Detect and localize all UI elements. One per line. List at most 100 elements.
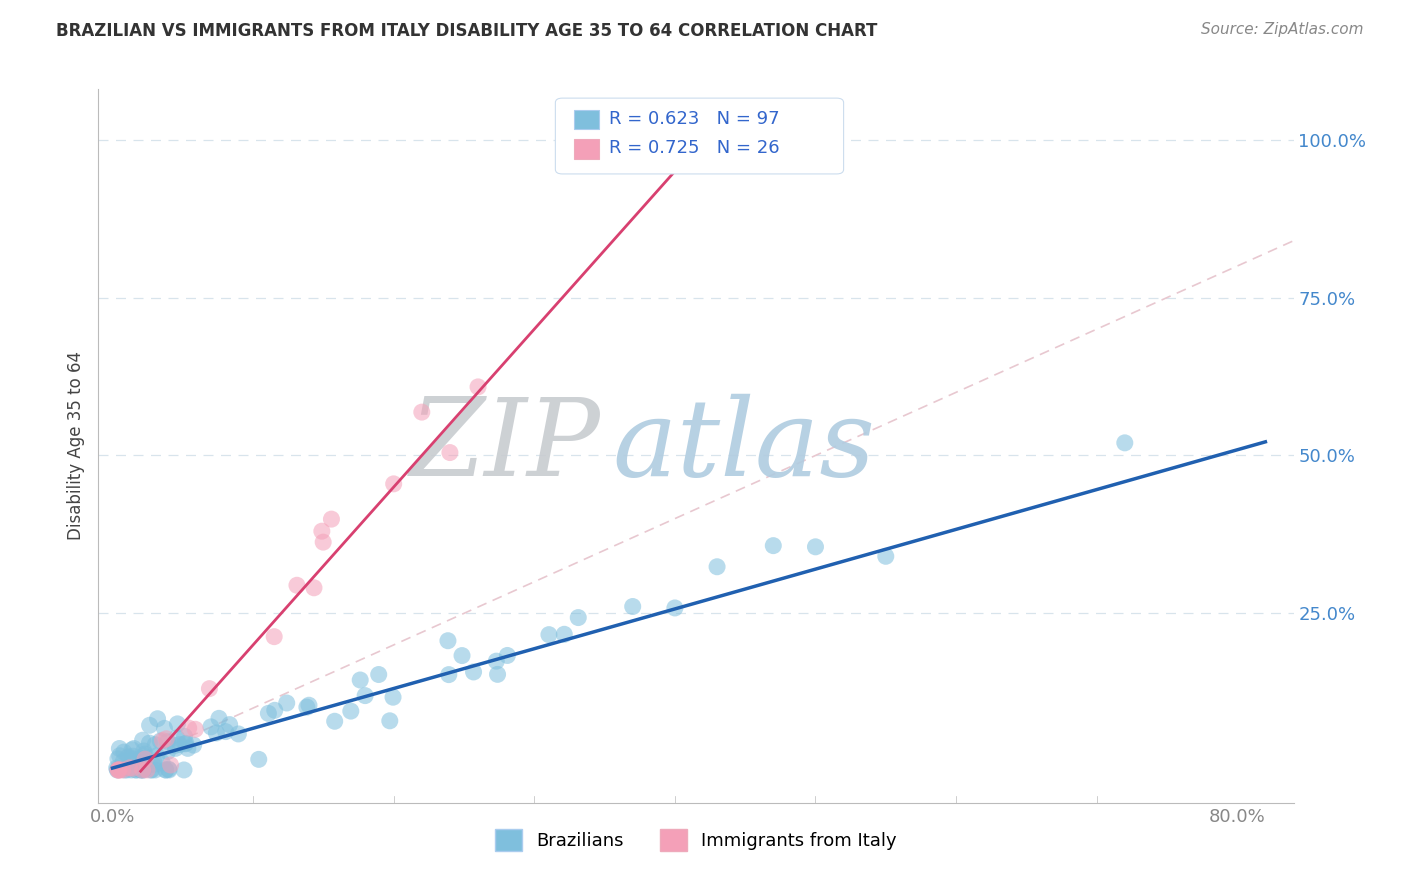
- Point: [131, 733, 153, 747]
- Point: [132, 751, 155, 765]
- Point: [184, 723, 207, 737]
- Point: [165, 741, 187, 756]
- Point: [117, 749, 139, 764]
- Point: [132, 763, 155, 777]
- Point: [107, 763, 129, 777]
- Point: [173, 729, 195, 743]
- Point: [382, 690, 405, 705]
- Point: [155, 731, 177, 746]
- Point: [367, 667, 389, 681]
- Point: [311, 524, 333, 538]
- Point: [111, 763, 134, 777]
- Point: [321, 512, 343, 526]
- Point: [621, 599, 644, 614]
- Point: [166, 731, 188, 745]
- Point: [169, 738, 191, 752]
- Point: [762, 539, 785, 553]
- Point: [208, 711, 231, 725]
- Point: [354, 689, 377, 703]
- Point: [120, 763, 142, 777]
- Point: [553, 627, 575, 641]
- Point: [163, 739, 186, 753]
- Point: [138, 736, 160, 750]
- Point: [125, 763, 148, 777]
- Point: [349, 673, 371, 687]
- Point: [143, 738, 166, 752]
- Point: [205, 726, 228, 740]
- Point: [139, 763, 162, 777]
- Text: ZIP: ZIP: [409, 393, 600, 499]
- Point: [121, 743, 143, 757]
- Point: [122, 752, 145, 766]
- Point: [485, 654, 508, 668]
- Point: [131, 763, 153, 777]
- Point: [439, 445, 461, 459]
- Point: [218, 717, 240, 731]
- Point: [1114, 435, 1136, 450]
- Point: [177, 721, 200, 735]
- Point: [302, 581, 325, 595]
- Point: [183, 738, 205, 752]
- Point: [378, 714, 401, 728]
- Legend: Brazilians, Immigrants from Italy: Brazilians, Immigrants from Italy: [488, 822, 904, 858]
- Point: [129, 763, 152, 777]
- Point: [486, 667, 509, 681]
- Point: [276, 696, 298, 710]
- Point: [105, 763, 128, 777]
- Point: [107, 763, 129, 777]
- Point: [285, 578, 308, 592]
- Point: [157, 762, 180, 776]
- Point: [263, 703, 285, 717]
- Point: [134, 747, 156, 761]
- Point: [129, 763, 152, 777]
- Point: [295, 700, 318, 714]
- Point: [127, 758, 149, 772]
- Point: [159, 758, 181, 772]
- Point: [496, 648, 519, 663]
- Point: [107, 752, 129, 766]
- Point: [156, 745, 179, 759]
- Point: [152, 733, 174, 747]
- Point: [121, 761, 143, 775]
- Point: [115, 763, 138, 777]
- Point: [257, 706, 280, 721]
- Point: [247, 752, 270, 766]
- Point: [298, 698, 321, 713]
- Point: [112, 755, 135, 769]
- Point: [706, 559, 728, 574]
- Point: [166, 717, 188, 731]
- Point: [149, 734, 172, 748]
- Y-axis label: Disability Age 35 to 64: Disability Age 35 to 64: [66, 351, 84, 541]
- Point: [155, 763, 177, 777]
- Point: [437, 633, 460, 648]
- Text: Source: ZipAtlas.com: Source: ZipAtlas.com: [1201, 22, 1364, 37]
- Point: [105, 761, 128, 775]
- Point: [411, 405, 433, 419]
- Point: [141, 763, 163, 777]
- Point: [146, 748, 169, 763]
- Point: [228, 727, 250, 741]
- Point: [157, 763, 180, 777]
- Point: [804, 540, 827, 554]
- Point: [112, 745, 135, 759]
- Point: [537, 627, 560, 641]
- Point: [134, 759, 156, 773]
- Point: [150, 756, 173, 770]
- Point: [134, 752, 156, 766]
- Point: [108, 748, 131, 763]
- Point: [143, 763, 166, 777]
- Point: [451, 648, 474, 663]
- Point: [323, 714, 346, 729]
- Point: [122, 749, 145, 764]
- Point: [177, 741, 200, 756]
- Point: [214, 724, 236, 739]
- Point: [173, 763, 195, 777]
- Point: [115, 760, 138, 774]
- Point: [118, 761, 141, 775]
- Point: [467, 380, 489, 394]
- Text: R = 0.623   N = 97: R = 0.623 N = 97: [609, 110, 779, 128]
- Point: [153, 722, 176, 736]
- Point: [567, 610, 589, 624]
- Point: [312, 535, 335, 549]
- Point: [263, 630, 285, 644]
